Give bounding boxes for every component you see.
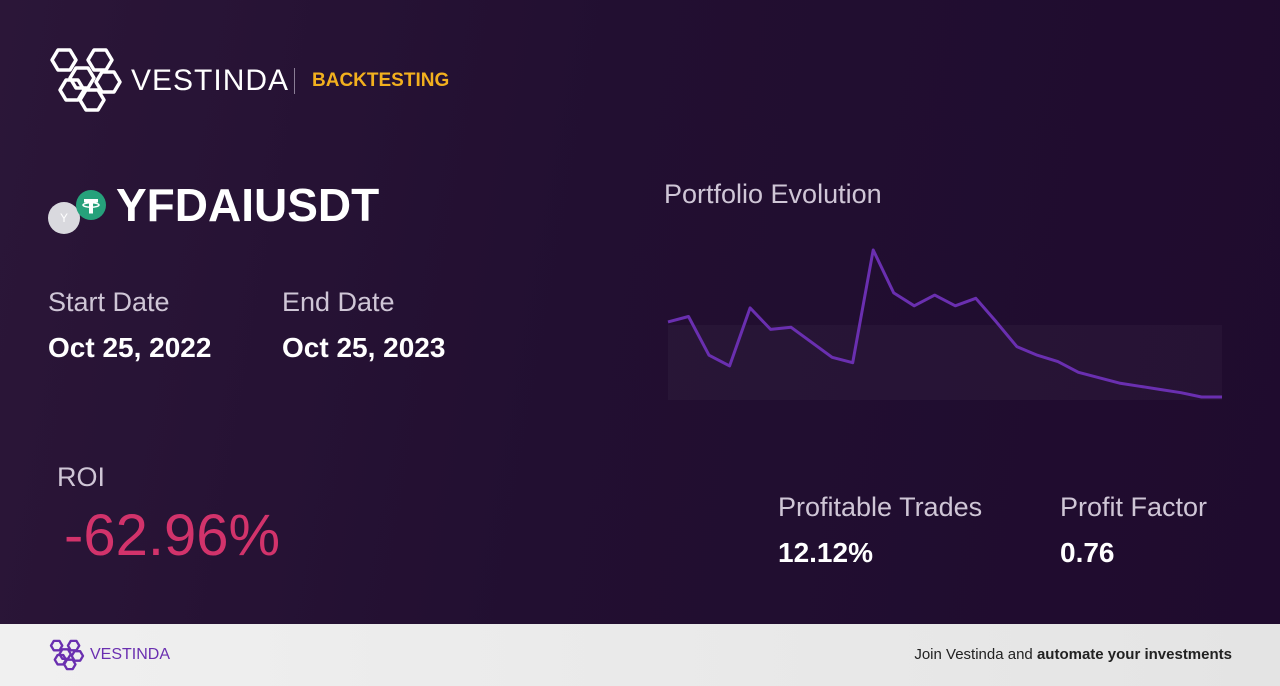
footer-text: Join Vestinda and automate your investme… [914, 646, 1232, 663]
pair-symbol: YFDAIUSDT [116, 179, 380, 231]
chart [667, 248, 1222, 400]
footer-text-bold: automate your investments [1036, 646, 1232, 663]
footer-text-plain: Join Vestinda and [914, 646, 1037, 663]
card: VESTINDA BACKTESTING Y YFDAIUSDT Start D… [0, 0, 1280, 624]
section: BACKTESTING [312, 70, 450, 91]
brand: VESTINDA [131, 64, 290, 97]
logo [50, 48, 122, 112]
end-label: End Date [282, 287, 395, 317]
footer: VESTINDA Join Vestinda and automate your… [0, 624, 1280, 686]
end-date: Oct 25, 2023 [282, 332, 446, 363]
divider [294, 68, 295, 94]
start-date: Oct 25, 2022 [48, 332, 212, 363]
chart-title: Portfolio Evolution [664, 179, 882, 209]
stat-value: 12.12% [778, 537, 873, 568]
portfolio-line [667, 248, 1222, 399]
token-icon: Y [48, 202, 80, 234]
roi-value: -62.96% [64, 503, 281, 568]
chart-band [668, 325, 1222, 400]
tether-icon [76, 190, 106, 220]
stat-value: 0.76 [1060, 537, 1115, 568]
footer-brand: VESTINDA [90, 646, 171, 663]
stat-label: Profit Factor [1060, 492, 1208, 522]
roi-label: ROI [57, 462, 106, 492]
footer-logo [49, 639, 85, 671]
start-label: Start Date [48, 287, 170, 317]
stat-label: Profitable Trades [778, 492, 983, 522]
